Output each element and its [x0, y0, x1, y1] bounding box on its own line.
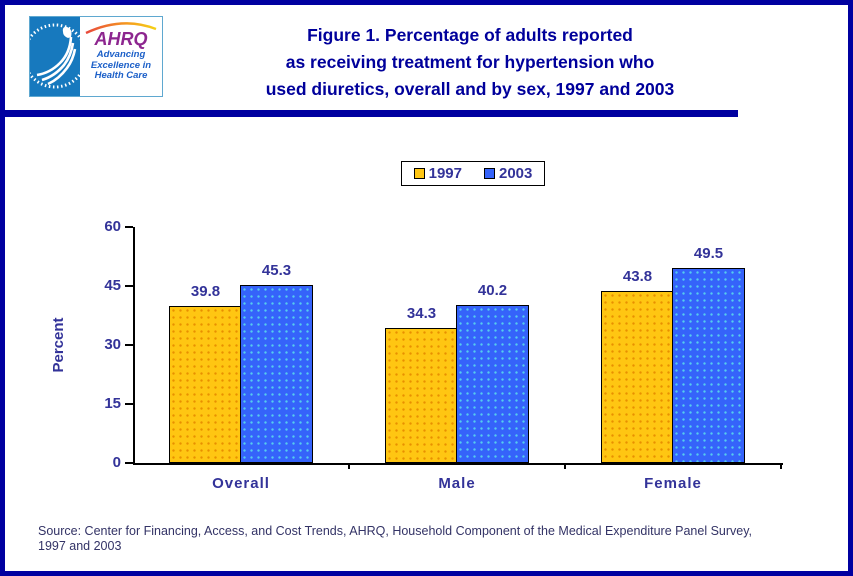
- y-tick: [125, 462, 133, 464]
- bar-2003-female: [672, 268, 745, 463]
- y-axis-title: Percent: [50, 317, 67, 373]
- bar-1997-female: [601, 291, 674, 463]
- agency-logo: AHRQ Advancing Excellence in Health Care: [29, 16, 163, 97]
- ahrq-logo: AHRQ Advancing Excellence in Health Care: [80, 17, 162, 96]
- bar-2003-overall: [240, 285, 313, 463]
- title-line-2: as receiving treatment for hypertension …: [285, 52, 655, 72]
- source-line-1: Source: Center for Financing, Access, an…: [38, 524, 753, 538]
- legend-label: 2003: [499, 165, 533, 182]
- x-tick: [348, 463, 350, 469]
- y-axis-line: [133, 227, 135, 465]
- hhs-eagle-icon: [30, 17, 80, 96]
- legend-swatch-icon: [484, 168, 495, 179]
- figure-canvas: AHRQ Advancing Excellence in Health Care…: [5, 5, 848, 571]
- legend-item-1997: 1997: [413, 165, 462, 182]
- y-tick-label: 45: [104, 277, 121, 294]
- data-label: 39.8: [190, 283, 221, 300]
- ahrq-tagline: Advancing Excellence in Health Care: [80, 49, 162, 82]
- y-tick: [125, 344, 133, 346]
- source-line-2: 1997 and 2003: [38, 539, 122, 553]
- source-note: Source: Center for Financing, Access, an…: [38, 524, 833, 554]
- header-divider-bar: [5, 110, 738, 117]
- data-label: 43.8: [622, 268, 653, 285]
- figure-title: Figure 1. Percentage of adults reported …: [90, 22, 848, 103]
- title-line-1: Figure 1. Percentage of adults reported: [307, 25, 633, 45]
- tagline-line: Advancing: [96, 49, 146, 60]
- tagline-line: Health Care: [94, 70, 148, 81]
- category-label-male: Male: [438, 475, 476, 492]
- bar-2003-male: [456, 305, 529, 463]
- ahrq-acronym: AHRQ: [94, 29, 148, 49]
- legend-label: 1997: [428, 165, 462, 182]
- chart-legend: 1997 2003: [401, 161, 545, 186]
- data-label: 49.5: [693, 245, 724, 262]
- y-tick: [125, 226, 133, 228]
- y-tick: [125, 403, 133, 405]
- x-axis-line: [133, 463, 783, 465]
- legend-swatch-icon: [413, 168, 425, 179]
- y-tick: [125, 285, 133, 287]
- data-label: 34.3: [406, 305, 437, 322]
- x-tick: [780, 463, 782, 469]
- y-tick-label: 0: [112, 454, 121, 471]
- y-tick-label: 30: [104, 336, 121, 353]
- data-label: 45.3: [261, 262, 292, 279]
- category-label-overall: Overall: [212, 475, 270, 492]
- legend-item-2003: 2003: [484, 165, 532, 182]
- data-label: 40.2: [477, 282, 508, 299]
- bar-1997-overall: [169, 306, 242, 463]
- x-tick: [564, 463, 566, 469]
- ahrq-arc-icon: [85, 22, 157, 34]
- y-tick-label: 60: [104, 218, 121, 235]
- bar-1997-male: [385, 328, 458, 463]
- tagline-line: Excellence in: [90, 59, 152, 71]
- category-label-female: Female: [644, 475, 702, 492]
- y-tick-label: 15: [104, 395, 121, 412]
- title-line-3: used diuretics, overall and by sex, 1997…: [265, 79, 675, 99]
